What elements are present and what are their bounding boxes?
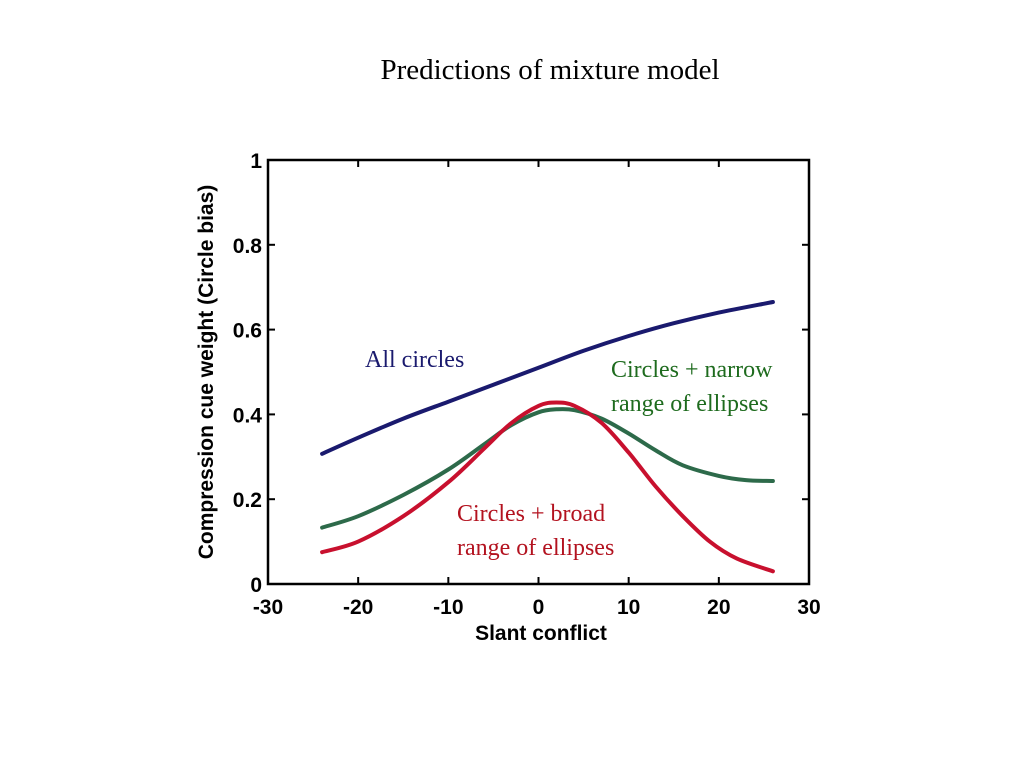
annotations: All circles Circles + narrow range of elli… (365, 347, 773, 561)
annotation-all-circles: All circles (365, 347, 464, 373)
y-tick-label: 1 (250, 150, 262, 173)
x-tick-label: -10 (433, 596, 463, 619)
x-axis-label: Slant conflict (475, 622, 607, 645)
y-tick-label: 0.4 (233, 404, 263, 427)
y-tick-label: 0.8 (233, 235, 263, 258)
x-ticks: -30 -20 -10 0 10 20 30 (253, 160, 821, 619)
x-tick-label: 0 (533, 596, 545, 619)
series-lines (320, 300, 775, 574)
annotation-narrow-ellipses: Circles + narrow range of ellipses (611, 357, 773, 417)
y-tick-label: 0.6 (233, 320, 262, 343)
x-tick-label: 30 (797, 596, 820, 619)
y-tick-label: 0 (250, 574, 262, 597)
series-line-all-circles-line (320, 300, 775, 456)
x-tick-label: 10 (617, 596, 640, 619)
series-line-narrow-ellipses-line (320, 407, 775, 530)
y-axis-label: Compression cue weight (Circle bias) (195, 185, 218, 560)
x-tick-label: 20 (707, 596, 730, 619)
series-line-broad-ellipses-line (320, 400, 775, 574)
x-tick-label: -20 (343, 596, 373, 619)
page-title: Predictions of mixture model (380, 54, 720, 86)
y-ticks: 0 0.2 0.4 0.6 0.8 1 (233, 150, 809, 597)
y-tick-label: 0.2 (233, 489, 262, 512)
annotation-broad-ellipses: Circles + broad range of ellipses (457, 501, 614, 561)
x-tick-label: -30 (253, 596, 283, 619)
